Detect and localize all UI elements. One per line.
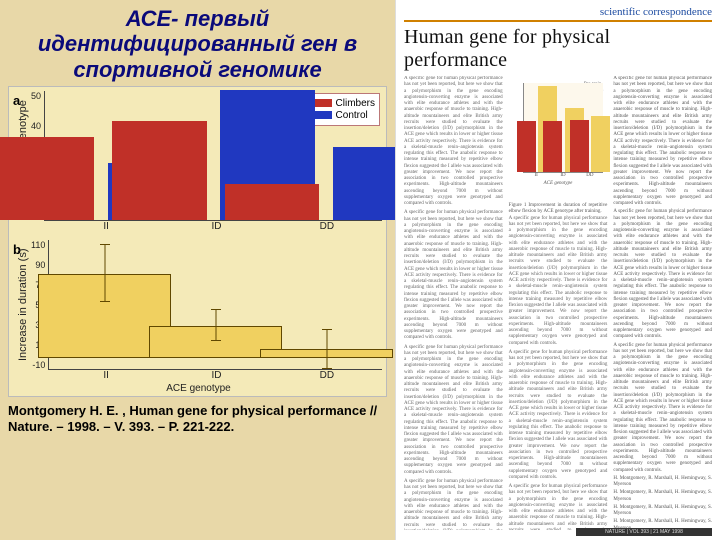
nature-figure: Pre-trainPost-train IIIDDDACE genotype [509, 79, 608, 199]
panel-a-plot [44, 91, 382, 221]
bar [0, 137, 94, 220]
panel-b-xaxis-label: ACE genotype [15, 383, 382, 394]
nature-col-1: A specific gene for human physical perfo… [404, 76, 503, 530]
nature-col-3: A specific gene for human physical perfo… [613, 76, 712, 530]
panel-a-chart: Per cent with genotype 5040302010 [15, 91, 382, 221]
nature-col-2-body: A specific gene for human physical perfo… [509, 216, 608, 531]
panel-b-plot [48, 240, 382, 370]
nature-footer: NATURE | VOL 393 | 21 MAY 1998 [576, 528, 712, 536]
slide-title: АСЕ- первый идентифицированный ген в спо… [8, 6, 387, 82]
nature-page: scientific correspondence Human gene for… [395, 0, 720, 540]
panel-b-ylabel: Increase in duration (s) [15, 240, 31, 370]
panel-a-xlabels: IIIDDD [51, 221, 382, 232]
nature-headline: Human gene for physical performance [404, 26, 712, 72]
nature-section-tag: scientific correspondence [404, 6, 712, 22]
figure-container: a ClimbersControl Per cent with genotype… [8, 86, 387, 397]
nature-col-2: Pre-trainPost-train IIIDDDACE genotype F… [509, 76, 608, 530]
nature-columns: A specific gene for human physical perfo… [404, 76, 712, 530]
bar [112, 121, 206, 220]
slide-left: АСЕ- первый идентифицированный ген в спо… [0, 0, 395, 540]
panel-a: a ClimbersControl Per cent with genotype… [15, 91, 382, 232]
nature-figure-caption: Figure 1 Improvement in duration of repe… [509, 203, 608, 216]
bar [225, 184, 319, 220]
panel-b: b Increase in duration (s) 1109070503010… [15, 240, 382, 394]
panel-b-xlabels: IIIDDD [51, 370, 382, 381]
panel-b-chart: Increase in duration (s) 1109070503010-1… [15, 240, 382, 370]
citation-text: Montgomery H. E. , Human gene for physic… [8, 403, 387, 436]
